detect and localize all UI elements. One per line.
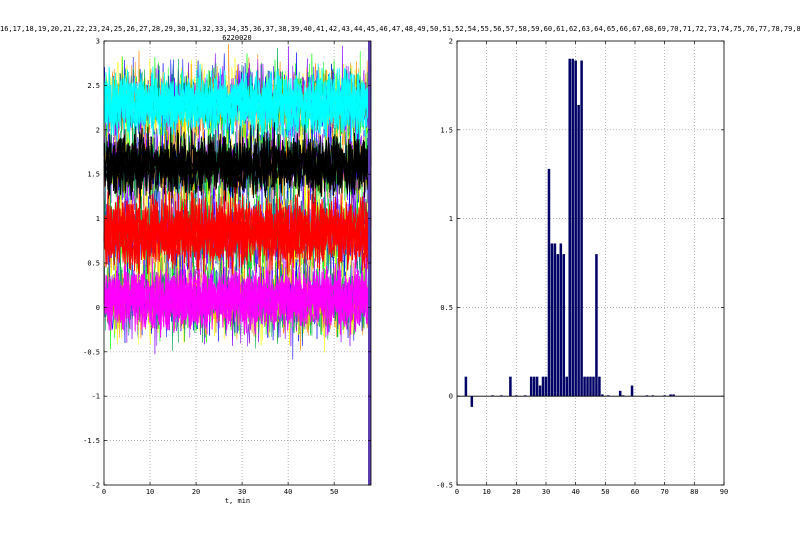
left-xtick-label: 10 (146, 488, 154, 496)
left-series-trace (103, 126, 372, 204)
left-ytick-label: 0.5 (87, 260, 100, 268)
right-xtick-label: 70 (660, 488, 668, 496)
right-bar (491, 395, 494, 397)
right-bar (663, 395, 666, 397)
right-bar (669, 394, 672, 397)
right-bar (559, 243, 563, 397)
right-bar (547, 168, 551, 397)
right-xtick-label: 20 (512, 488, 520, 496)
right-ytick-label: 0 (449, 393, 453, 401)
left-ytick-label: -1.5 (83, 437, 100, 445)
right-bar (565, 376, 569, 397)
left-xtick-label: 30 (238, 488, 246, 496)
left-series-trace (103, 125, 372, 202)
right-bar (568, 58, 571, 397)
right-bar (535, 376, 539, 397)
right-bar (541, 376, 545, 397)
left-xtick-label: 40 (284, 488, 292, 496)
left-chart-title: 6220020 (222, 34, 252, 42)
right-bar (470, 396, 474, 407)
right-bar (618, 390, 622, 397)
right-bar (583, 376, 586, 397)
right-ytick-label: 1.5 (440, 126, 453, 134)
right-bar (464, 376, 468, 397)
left-ytick-label: -1 (92, 393, 100, 401)
figure-title: 16,17,18,19,20,21,22,23,24,25,26,27,28,2… (0, 25, 800, 33)
left-ytick-label: -0.5 (83, 348, 100, 356)
right-bar (586, 376, 589, 397)
right-bar (550, 243, 554, 397)
left-ytick-label: 1 (96, 215, 100, 223)
right-bar (607, 395, 610, 397)
right-xtick-label: 50 (601, 488, 609, 496)
right-bar (598, 376, 601, 397)
right-bar (601, 394, 604, 397)
right-bar (532, 376, 536, 397)
left-xtick-label: 0 (102, 488, 106, 496)
left-series-trace (103, 260, 372, 331)
right-bar (574, 60, 577, 397)
right-xtick-label: 40 (571, 488, 579, 496)
right-xtick-label: 0 (455, 488, 459, 496)
right-bar (592, 376, 595, 397)
right-bar (651, 395, 655, 397)
left-ytick-label: -2 (92, 482, 100, 490)
right-ytick-label: 1 (449, 215, 453, 223)
right-frame (456, 40, 725, 486)
left-ytick-label: 1.5 (87, 171, 100, 179)
left-xtick-label: 20 (192, 488, 200, 496)
right-xtick-label: 60 (631, 488, 639, 496)
left-ytick-label: 2 (96, 126, 100, 134)
left-series-trace (103, 187, 372, 275)
right-bar (645, 395, 649, 397)
right-bar (571, 58, 574, 397)
right-bar (595, 254, 598, 397)
left-xlabel: t, min (225, 497, 250, 505)
right-xtick-label: 90 (720, 488, 728, 496)
right-bar (577, 104, 580, 397)
left-ytick-label: 0 (96, 304, 100, 312)
right-ytick-label: 0.5 (440, 304, 453, 312)
right-bar (580, 60, 583, 397)
right-bar (523, 395, 527, 397)
right-bar (538, 385, 542, 397)
left-xtick-label: 50 (330, 488, 338, 496)
right-bar (589, 376, 592, 397)
right-ytick-label: -0.5 (436, 482, 453, 490)
right-bar (500, 395, 503, 397)
right-bar (553, 243, 557, 397)
right-xtick-label: 80 (690, 488, 698, 496)
right-xtick-label: 10 (482, 488, 490, 496)
right-bar (672, 394, 675, 397)
right-bar (515, 395, 518, 397)
right-xtick-label: 30 (542, 488, 550, 496)
left-ytick-label: 2.5 (87, 82, 100, 90)
left-ytick-label: 3 (96, 38, 100, 46)
right-bar (529, 376, 533, 397)
right-bar (544, 376, 548, 397)
right-bar (556, 254, 560, 397)
left-series-trace (103, 68, 372, 141)
right-bar (509, 376, 512, 397)
right-bar (562, 254, 566, 397)
right-bar (630, 385, 634, 397)
right-bar (621, 395, 625, 397)
right-ytick-label: 2 (449, 38, 453, 46)
